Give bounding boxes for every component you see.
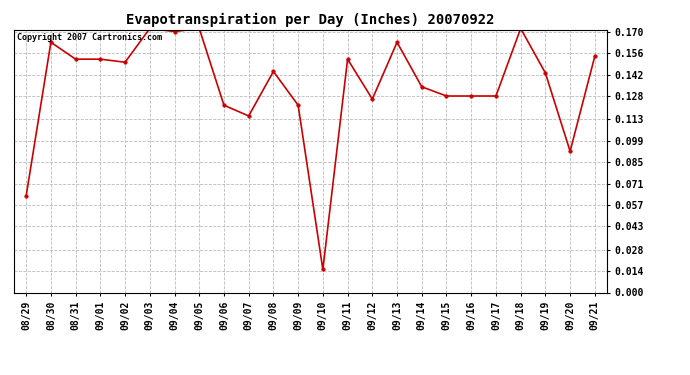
Text: Copyright 2007 Cartronics.com: Copyright 2007 Cartronics.com [17,33,161,42]
Title: Evapotranspiration per Day (Inches) 20070922: Evapotranspiration per Day (Inches) 2007… [126,13,495,27]
